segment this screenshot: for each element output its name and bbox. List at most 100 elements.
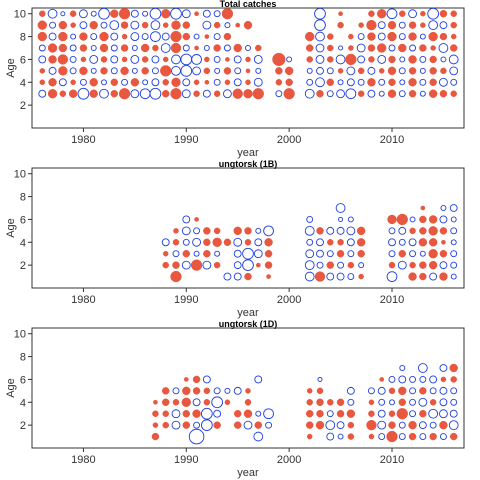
bubble-positive [419,387,427,395]
bubble-positive [264,249,273,258]
bubble-positive [160,65,172,77]
bubble-negative [336,89,345,99]
bubble-positive [418,238,428,247]
bubble-negative [242,247,254,260]
bubble-positive [245,68,251,74]
y-tick-label: 6 [20,54,26,66]
bubble-negative [418,397,428,407]
bubble-negative [171,54,181,65]
bubble-negative [69,44,77,52]
bubble-negative [99,88,109,99]
bubble-positive [58,20,68,30]
bubble-negative [305,249,315,259]
bubble-negative [377,420,387,430]
bubble-positive [285,78,293,87]
y-tick-label: 2 [20,100,26,112]
bubble-positive [182,421,191,429]
bubble-negative [213,33,221,41]
bubble-positive [70,22,76,28]
bubble-negative [101,79,107,86]
y-axis-label: Age [5,378,17,398]
bubble-negative [233,261,242,270]
bubble-negative [188,428,205,445]
bubble-positive [221,8,234,20]
bubble-negative [347,273,355,281]
bubble-positive [450,376,457,383]
bubble-positive [58,31,68,42]
bubble-negative [398,433,406,441]
bubble-negative [254,375,263,384]
bubble-negative [356,43,366,53]
bubble-negative [316,249,324,258]
bubble-negative [181,9,191,19]
bubble-positive [305,421,314,429]
bubble-negative [89,55,99,64]
bubble-positive [244,227,252,235]
bubble-positive [89,78,98,87]
bubble-positive [396,408,408,420]
bubble-positive [89,89,98,98]
x-axis-label: year [237,467,259,479]
bubble-negative [429,421,437,429]
x-tick-label: 2000 [277,454,301,466]
bubble-negative [213,10,221,18]
bubble-positive [366,419,377,431]
bubble-negative [398,33,406,41]
bubble-negative [399,79,406,86]
bubble-negative [367,387,375,395]
bubble-negative [233,237,243,247]
bubble-negative [306,238,314,246]
bubble-negative [69,55,77,63]
panel-title: ungtorsk (1B) [219,159,278,169]
bubble-positive [388,421,396,429]
bubble-positive [192,387,201,395]
bubble-positive [121,56,128,63]
bubble-positive [315,420,325,430]
bubble-negative [233,55,242,64]
bubble-positive [79,32,88,41]
bubble-positive [399,10,406,17]
bubble-negative [193,250,200,257]
bubble-positive [244,272,252,281]
bubble-positive [439,420,448,430]
bubble-positive [118,88,131,100]
bubble-positive [367,44,376,52]
bubble-negative [180,53,193,66]
bubble-negative [191,54,202,65]
bubble-positive [182,32,191,41]
bubble-positive [398,398,407,407]
bubble-positive [450,21,457,29]
bubble-negative [316,66,324,75]
bubble-positive [173,228,179,234]
bubble-positive [327,399,334,406]
bubble-negative [409,398,417,406]
bubble-positive [357,67,365,75]
bubble-negative [242,259,254,271]
bubble-positive [58,43,68,53]
bubble-positive [161,387,170,395]
bubble-positive [243,409,253,418]
bubble-positive [59,90,67,97]
bubble-positive [449,363,458,373]
x-axis-label: year [237,307,259,319]
bubble-negative [338,45,344,51]
bubble-positive [428,89,438,98]
bubble-negative [419,55,427,63]
bubble-negative [357,78,365,86]
bubble-negative [60,11,66,17]
bubble-positive [37,31,47,42]
bubble-negative [130,89,140,99]
bubble-positive [387,214,397,225]
bubble-negative [58,78,67,87]
bubble-positive [39,68,46,74]
bubble-positive [141,67,149,75]
bubble-positive [223,67,232,75]
bubble-positive [346,409,356,418]
bubble-positive [182,386,191,396]
bubble-positive [398,43,407,53]
bubble-negative [77,87,90,100]
bubble-positive [110,78,119,87]
bubble-positive [428,215,438,224]
bubble-positive [337,68,344,74]
bubble-negative [121,78,129,86]
